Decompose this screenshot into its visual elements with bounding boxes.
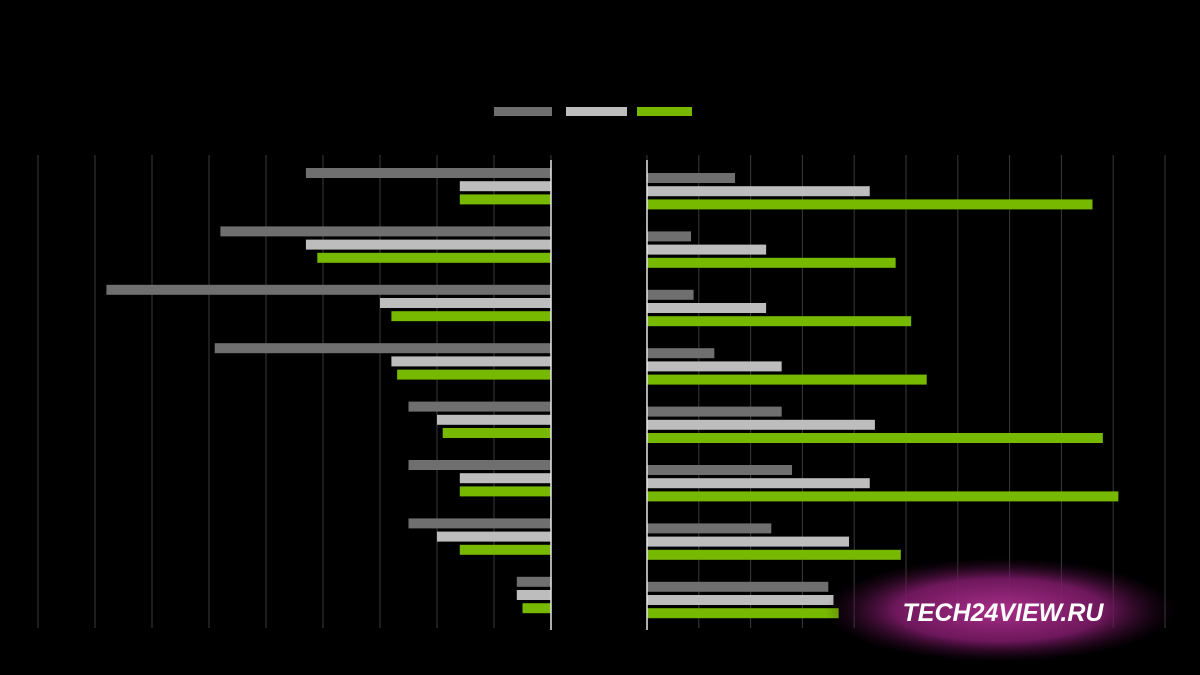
plot-area — [37, 155, 1166, 630]
watermark-text: TECH24VIEW.RU — [903, 599, 1105, 627]
bar — [647, 549, 901, 560]
bar — [647, 536, 850, 547]
bar — [647, 595, 834, 605]
bar — [647, 419, 875, 430]
bar — [459, 473, 551, 484]
legend-swatch — [566, 107, 627, 116]
bar — [647, 348, 715, 359]
watermark: TECH24VIEW.RU — [825, 558, 1175, 662]
bar — [647, 257, 896, 268]
bar — [220, 226, 551, 237]
bar — [516, 590, 551, 600]
bar — [380, 298, 551, 308]
bar — [391, 311, 551, 322]
bar — [442, 428, 551, 438]
bar — [106, 284, 552, 295]
bar — [459, 194, 551, 205]
bar — [214, 343, 551, 354]
bar — [647, 173, 736, 183]
bar — [647, 186, 870, 197]
bar — [647, 581, 829, 592]
bar — [522, 603, 551, 614]
bar — [647, 478, 870, 489]
bar — [305, 168, 551, 178]
bar — [397, 369, 551, 380]
bar — [391, 356, 551, 367]
bar — [516, 576, 551, 587]
bar — [408, 401, 551, 412]
bar — [647, 361, 782, 372]
watermark-backdrop — [825, 558, 1175, 662]
bar — [647, 231, 692, 242]
bar — [459, 486, 551, 497]
bar — [305, 239, 551, 250]
bar — [647, 491, 1119, 502]
bar — [647, 433, 1103, 443]
bar — [647, 465, 793, 475]
bar — [459, 544, 551, 555]
bar — [647, 199, 1093, 210]
bar — [317, 252, 551, 263]
bar — [437, 531, 551, 542]
bar — [647, 374, 927, 385]
bar — [408, 518, 551, 529]
bar — [459, 181, 551, 192]
legend-swatch — [494, 107, 552, 116]
bar — [408, 460, 551, 470]
bar — [647, 406, 782, 417]
bar — [437, 414, 551, 425]
bar — [647, 289, 694, 300]
bar — [647, 316, 912, 327]
bar — [647, 523, 772, 534]
bar — [647, 244, 767, 255]
legend — [494, 107, 692, 116]
bar — [647, 303, 767, 313]
bar — [647, 608, 839, 619]
legend-swatch — [637, 107, 692, 116]
